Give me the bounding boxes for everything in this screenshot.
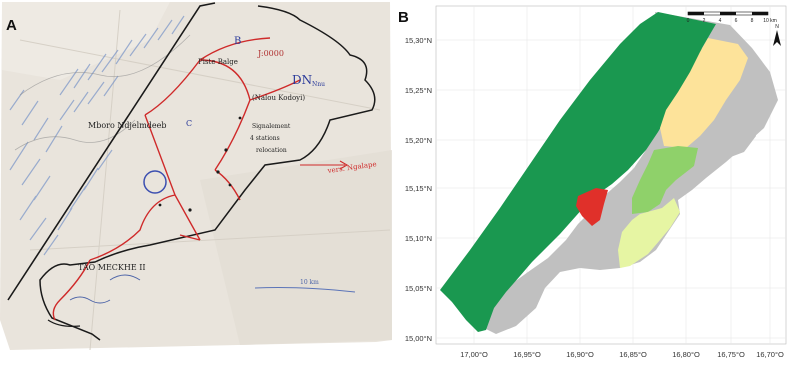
scale-note-line (254, 286, 356, 293)
lat-tick-label: 15,30°N (405, 36, 432, 45)
panel-letter-a: A (6, 17, 17, 34)
panel-letter-b: B (398, 9, 409, 26)
scale-bar-seg (688, 12, 704, 15)
lat-tick-label: 15,00°N (405, 334, 432, 343)
outline-inland-boundary (39, 5, 376, 341)
lon-tick-labels: 17,00°O 16,95°O 16,90°O 16,85°O 16,80°O … (460, 350, 784, 359)
panel-a: A B J:0000 Piste Balge DN Nnu (Nalou Kod… (0, 0, 392, 370)
zone-pale-orange (660, 38, 748, 148)
label-right-block-3: relocation (256, 147, 287, 154)
label-scale-note: 10 km (300, 279, 319, 286)
point-markers (158, 116, 242, 212)
scale-bar-seg (752, 12, 768, 15)
scale-bar-label: 4 (719, 18, 722, 24)
land-grey-islet (722, 118, 756, 158)
lat-tick-label: 15,15°N (405, 184, 432, 193)
scale-bar-seg (720, 12, 736, 15)
scale-bar-label: 2 (703, 18, 706, 24)
panel-b: B 15,30°N 15,25°N (398, 5, 787, 359)
scale-bar-label: 6 (735, 18, 738, 24)
lat-tick-label: 15,25°N (405, 86, 432, 95)
paper-fold-shadow (200, 150, 392, 345)
paper-fold-light (2, 2, 170, 80)
scale-bar: 0 2 4 6 8 10 km (687, 11, 777, 24)
label-lower-left: TAO MECKHE II (78, 263, 146, 272)
lat-tick-label: 15,10°N (405, 234, 432, 243)
label-piste: Piste Balge (198, 58, 238, 66)
scale-bar-label: 10 km (763, 18, 777, 24)
label-mid-right: (Nalou Kodoyi) (252, 94, 305, 102)
scale-bar-label: 8 (751, 18, 754, 24)
label-right-block-1: Signalement (252, 123, 291, 130)
lon-tick-label: 16,70°O (756, 350, 784, 359)
lon-tick-label: 16,95°O (513, 350, 541, 359)
lon-tick-label: 16,75°O (717, 350, 745, 359)
paper-creases (19, 9, 391, 351)
routes-red (52, 37, 301, 321)
coast-hatching (9, 15, 185, 256)
label-top-b: B (234, 36, 241, 47)
blue-squiggle (69, 296, 111, 304)
zone-pale-yellow-green (618, 198, 680, 268)
arrow-head (339, 160, 349, 170)
lat-tick-label: 15,05°N (405, 284, 432, 293)
lon-tick-label: 17,00°O (460, 350, 488, 359)
lat-tick-label: 15,20°N (405, 136, 432, 145)
lon-tick-label: 16,85°O (619, 350, 647, 359)
zone-red (576, 188, 608, 226)
scale-bar-label: 0 (687, 18, 690, 24)
lat-tick-labels: 15,30°N 15,25°N 15,20°N 15,15°N 15,10°N … (405, 36, 432, 343)
circle-marker (143, 170, 167, 194)
zone-dark-green (440, 12, 716, 332)
north-arrow-icon: N (773, 24, 781, 46)
label-dn-sub: Nnu (312, 81, 325, 88)
blue-squiggle-2 (109, 274, 141, 281)
label-right-block-2: 4 stations (250, 135, 280, 142)
label-top-right: J:0000 (257, 49, 284, 58)
lon-tick-label: 16,80°O (672, 350, 700, 359)
label-dn: DN (292, 73, 312, 87)
zone-light-green (632, 146, 698, 214)
label-left: Mboro Ndjelmdeeb (88, 121, 167, 130)
outline-coast-line (7, 2, 216, 301)
north-arrow-label: N (775, 24, 779, 30)
label-c: C (186, 119, 192, 128)
lon-tick-label: 16,90°O (566, 350, 594, 359)
outline-south-tip (47, 319, 81, 327)
